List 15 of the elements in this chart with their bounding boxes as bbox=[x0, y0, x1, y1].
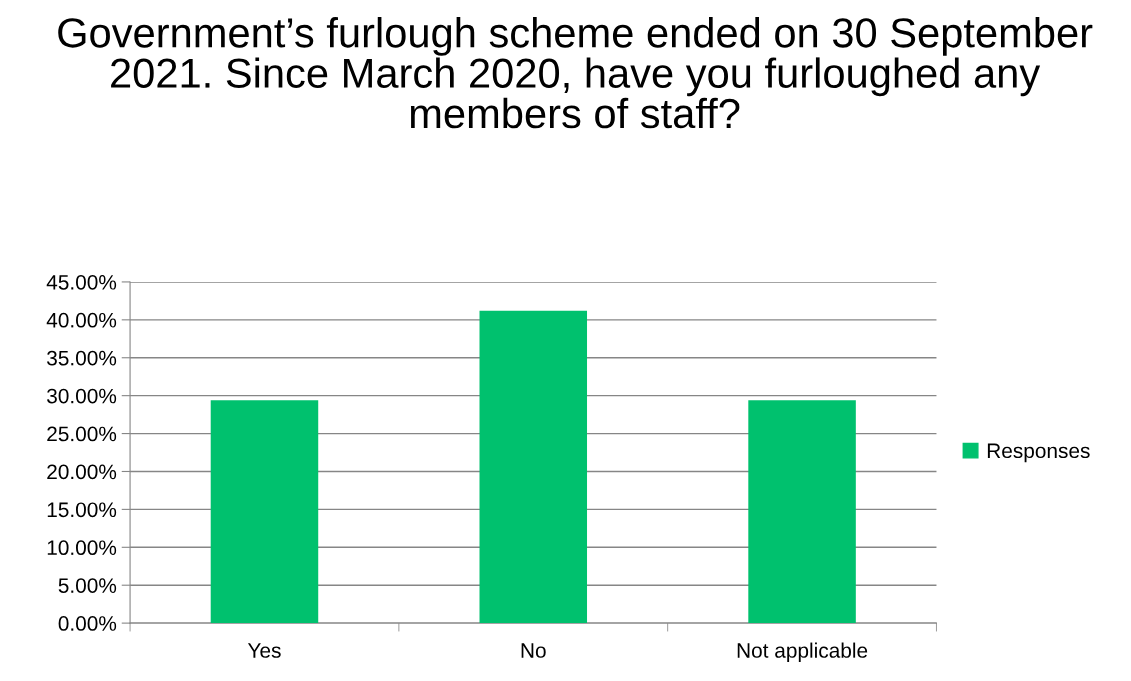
y-tick-label: 25.00% bbox=[47, 426, 117, 442]
chart-title: Government’s furlough scheme ended on 30 September 2021. Since March 2020, have you furloughed any members of staff? bbox=[58, 17, 1093, 129]
y-tick-label: 20.00% bbox=[47, 464, 117, 480]
y-tick-label: 10.00% bbox=[47, 540, 117, 556]
legend-label: Responses bbox=[987, 443, 1090, 463]
y-tick-label: 15.00% bbox=[47, 502, 117, 518]
x-tick-label: Not applicable bbox=[737, 642, 868, 662]
y-tick-label: 45.00% bbox=[46, 274, 117, 290]
y-tick-label: 5.00% bbox=[58, 578, 117, 593]
y-tick-label: 30.00% bbox=[47, 388, 117, 404]
y-tick-label: 40.00% bbox=[46, 312, 117, 328]
x-tick-label: No bbox=[521, 643, 546, 658]
x-tick-label: Yes bbox=[247, 643, 281, 658]
y-tick-label: 35.00% bbox=[47, 350, 117, 366]
y-tick-label: 0.00% bbox=[58, 616, 117, 631]
